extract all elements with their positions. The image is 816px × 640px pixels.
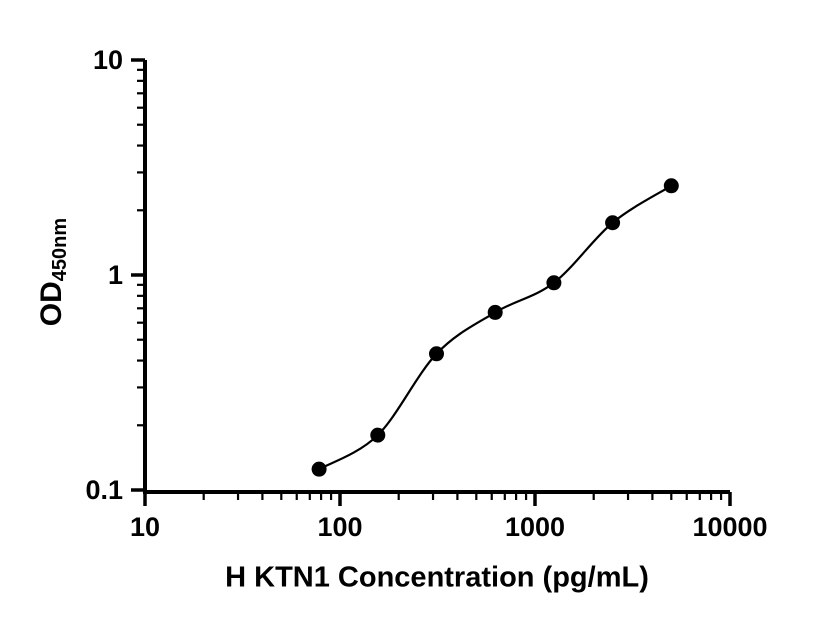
y-axis-title: OD450nm: [35, 217, 71, 327]
x-tick-label: 10: [130, 512, 160, 542]
data-point: [311, 461, 327, 477]
x-tick-label: 1000: [505, 512, 565, 542]
y-tick-label: 0.1: [85, 475, 123, 505]
x-tick-label: 100: [317, 512, 362, 542]
y-tick-label: 1: [108, 260, 123, 290]
data-point: [487, 304, 503, 320]
y-tick-label: 10: [93, 45, 123, 75]
data-point: [546, 275, 562, 291]
fit-curve: [318, 184, 672, 471]
data-point: [663, 178, 679, 194]
data-point: [428, 346, 444, 362]
y-axis-title-main: OD: [35, 281, 68, 327]
x-axis-title: H KTN1 Concentration (pg/mL): [225, 561, 649, 594]
data-point: [605, 215, 621, 231]
y-axis-title-sub: 450nm: [49, 217, 71, 282]
x-tick-label: 10000: [692, 512, 767, 542]
data-point: [370, 427, 386, 443]
